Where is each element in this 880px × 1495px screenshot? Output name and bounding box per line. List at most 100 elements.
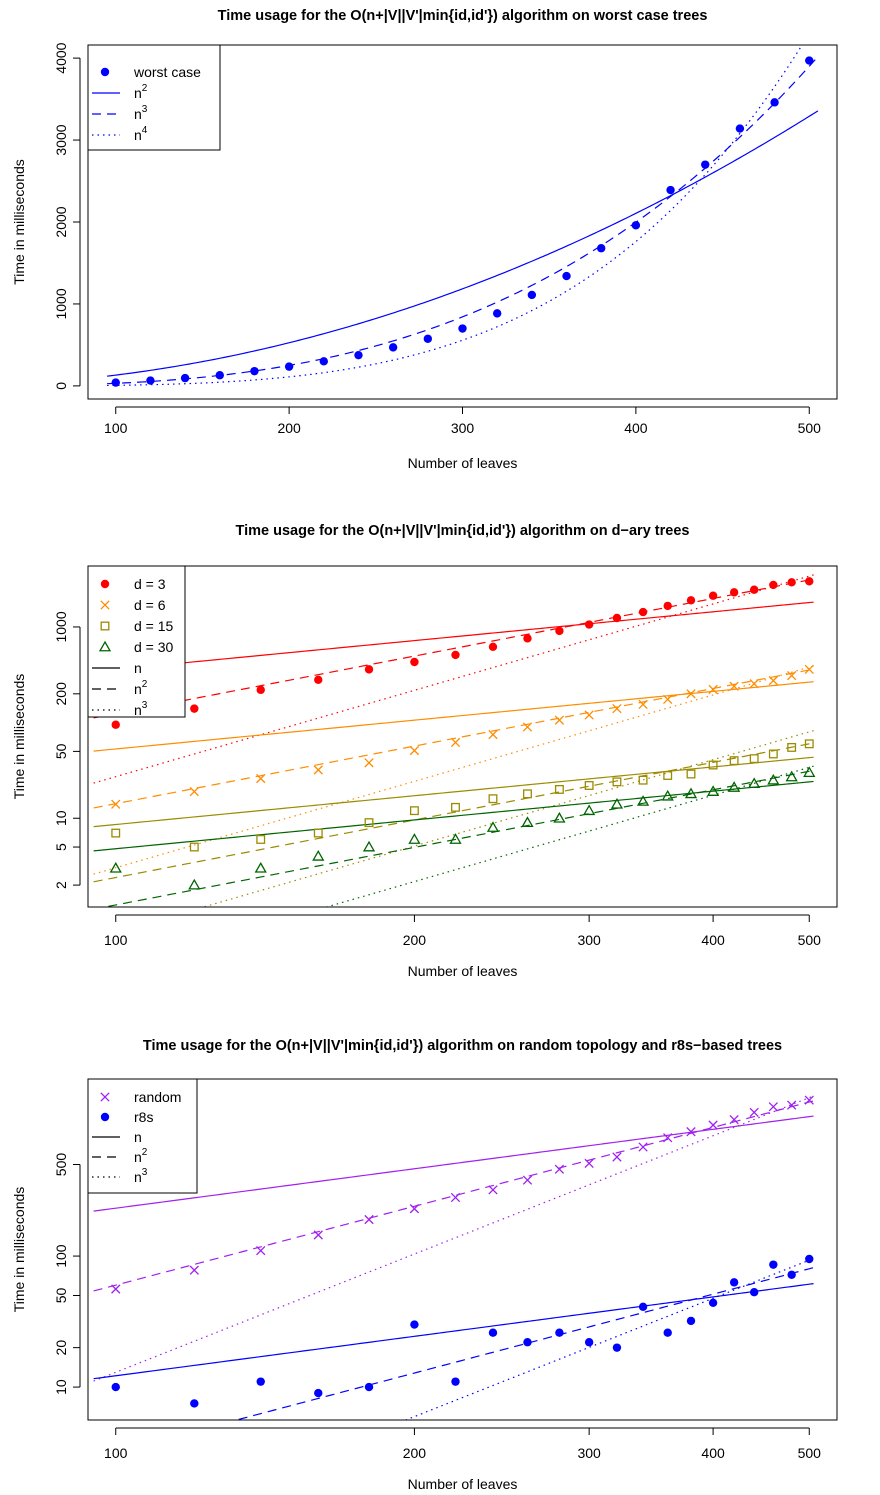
data-point: [663, 601, 672, 611]
data-point: [256, 835, 266, 844]
data-point: [146, 376, 155, 385]
fit-line-1-n: [93, 601, 814, 673]
data-point: [354, 350, 363, 360]
legend-superscript: 2: [142, 1147, 148, 1158]
fit-line-1-n3: [107, 56, 819, 385]
y-axis-label: Time in milliseconds: [11, 159, 27, 285]
data-point: [313, 828, 323, 838]
y-tick-label: 50: [53, 743, 69, 759]
data-point: [787, 670, 797, 681]
data-point: [612, 1343, 622, 1352]
data-point: [451, 1377, 460, 1386]
legend-label: d = 15: [134, 618, 174, 634]
x-tick-label: 500: [798, 420, 822, 436]
data-point: [523, 634, 532, 643]
data-point: [767, 773, 780, 785]
x-tick-label: 300: [577, 932, 601, 948]
data-point: [749, 1107, 759, 1118]
data-point: [410, 657, 419, 667]
y-axis: 10 20 50 100 500: [53, 1153, 81, 1395]
data-point: [748, 777, 761, 789]
data-point: [610, 797, 624, 809]
data-point: [686, 1127, 696, 1137]
fit-line-2-n3: [93, 665, 814, 875]
data-point: [785, 770, 798, 782]
legend-item: d = 30: [98, 639, 174, 655]
data-point: [111, 1382, 120, 1392]
legend-superscript: 2: [142, 679, 148, 690]
data-point: [663, 694, 673, 705]
plot-frame: [87, 565, 838, 908]
y-tick-label: 20: [53, 1340, 69, 1356]
legend-item: worst case: [100, 64, 201, 80]
legend-label: n: [134, 1129, 142, 1145]
data-point: [410, 1320, 419, 1329]
data-point: [256, 1245, 266, 1256]
fit-line-3-n3: [201, 730, 814, 907]
data-point: [701, 160, 710, 169]
fit-line-1-n3: [93, 574, 814, 784]
data-point: [314, 675, 323, 685]
data-point: [256, 773, 266, 784]
data-point: [488, 794, 498, 804]
data-point: [488, 1185, 498, 1195]
legend-label: random: [134, 1089, 181, 1105]
data-point: [488, 729, 498, 740]
chart-title: Time usage for the O(n+|V||V'|min{id,id'…: [218, 8, 708, 24]
data-point: [408, 833, 421, 844]
data-point: [450, 1192, 461, 1203]
y-axis: 0 1000 2000 3000 4000: [53, 42, 81, 390]
y-axis: 2 5 10 50 200 1000: [53, 611, 81, 889]
data-point: [554, 1164, 565, 1174]
chart-panel-1: Time usage for the O(n+|V||V'|min{id,id'…: [11, 8, 838, 471]
data-point: [769, 580, 778, 590]
data-point: [256, 1377, 265, 1386]
x-axis: 100 200 300 400 500: [104, 1427, 821, 1461]
fit-line-2-n2: [234, 1267, 814, 1420]
chart-panel-3: Time usage for the O(n+|V||V'|min{id,id'…: [11, 1038, 838, 1492]
y-tick-label: 5: [53, 843, 69, 851]
data-point: [804, 664, 814, 675]
legend-item: d = 15: [100, 618, 174, 634]
data-point: [804, 739, 814, 749]
legend-label: n: [134, 1149, 142, 1165]
fit-line-4-n2: [102, 769, 814, 907]
data-point: [735, 124, 745, 133]
data-point: [638, 607, 648, 617]
data-point: [749, 585, 759, 594]
data-point: [364, 758, 374, 768]
data-point: [554, 715, 565, 725]
x-tick-label: 200: [277, 420, 301, 436]
data-point: [684, 787, 698, 799]
fit-line-1-n3: [93, 1095, 814, 1382]
data-point: [364, 665, 374, 674]
x-tick-label: 400: [701, 932, 725, 948]
data-point: [313, 1230, 323, 1240]
legend-label: n: [134, 106, 142, 122]
data-point: [804, 1095, 814, 1105]
data-point: [522, 1175, 533, 1185]
data-point: [686, 769, 696, 779]
data-point: [631, 221, 641, 230]
data-point: [638, 1142, 648, 1152]
legend-label: d = 3: [134, 576, 166, 592]
legend-superscript: 3: [142, 1167, 148, 1178]
y-tick-label: 10: [53, 1379, 69, 1395]
fit-line-1-n2: [93, 1100, 814, 1292]
data-point: [190, 704, 199, 713]
legend-marker: [100, 67, 110, 77]
x-axis-label: Number of leaves: [408, 963, 518, 979]
data-point: [686, 1316, 696, 1326]
fit-line-2-n2: [93, 668, 814, 809]
x-axis: 100 200 300 400 500: [104, 406, 822, 436]
legend-marker: [98, 640, 112, 652]
data-point: [486, 821, 500, 832]
data-point: [449, 833, 462, 844]
data-point: [708, 760, 718, 770]
data-point: [111, 1284, 121, 1294]
